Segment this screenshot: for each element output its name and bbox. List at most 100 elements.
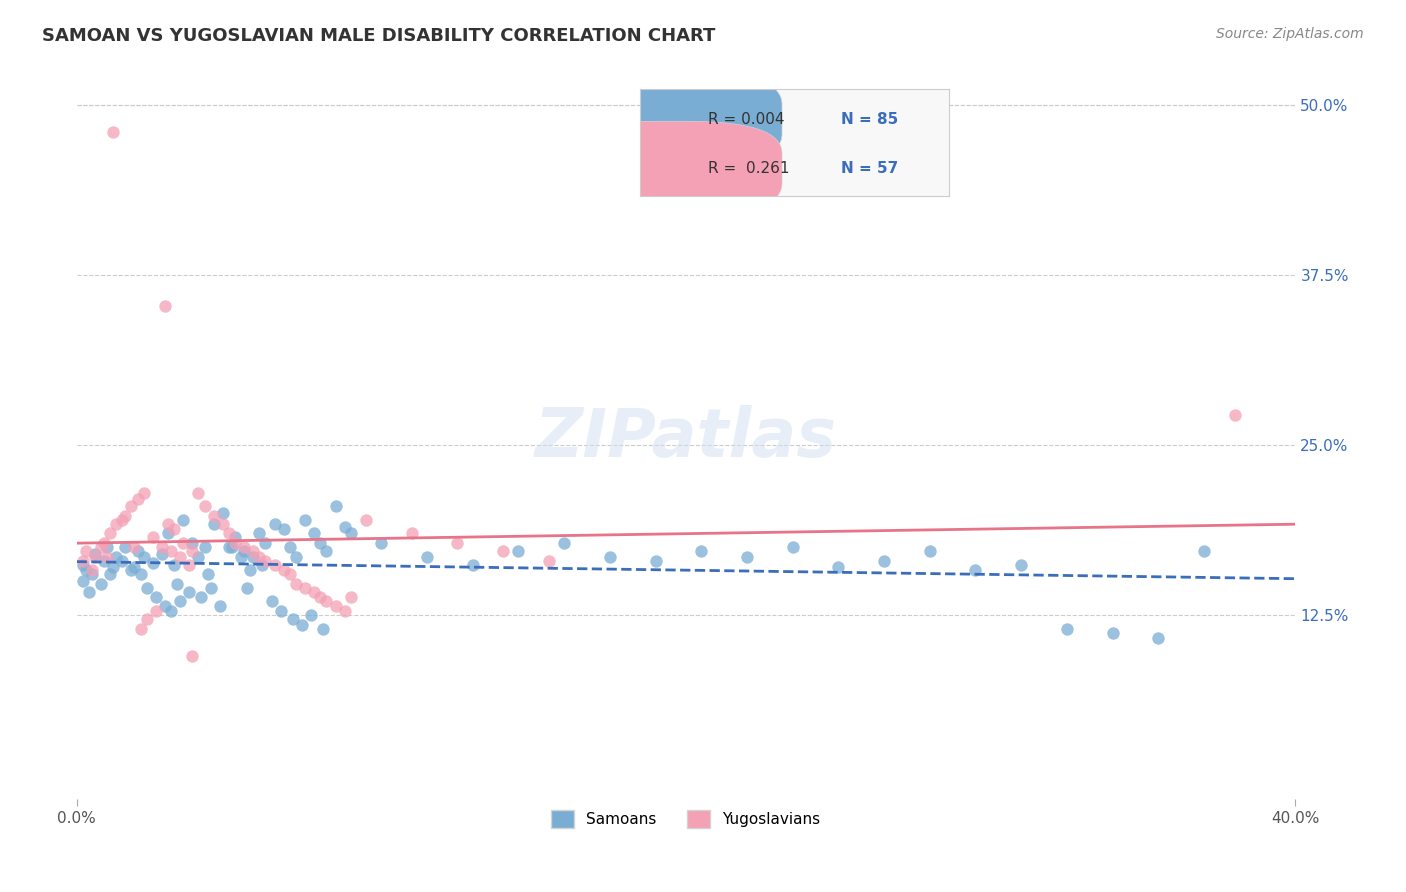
Point xyxy=(145,591,167,605)
Point xyxy=(446,536,468,550)
Point xyxy=(416,549,439,564)
Point xyxy=(153,599,176,613)
Point xyxy=(166,576,188,591)
Point xyxy=(304,526,326,541)
Point xyxy=(224,536,246,550)
Point xyxy=(72,558,94,572)
Point xyxy=(354,513,377,527)
Point xyxy=(202,508,225,523)
Point xyxy=(242,544,264,558)
Point xyxy=(160,604,183,618)
Point xyxy=(105,516,128,531)
Point xyxy=(135,612,157,626)
Point xyxy=(508,544,530,558)
Point xyxy=(263,516,285,531)
Point xyxy=(370,536,392,550)
Point xyxy=(172,513,194,527)
Point xyxy=(187,485,209,500)
Point xyxy=(309,591,332,605)
Point xyxy=(101,125,124,139)
Point xyxy=(202,516,225,531)
Point xyxy=(98,567,121,582)
Point xyxy=(690,544,713,558)
Point xyxy=(461,558,484,572)
Point xyxy=(291,617,314,632)
Point xyxy=(211,506,233,520)
Point xyxy=(132,485,155,500)
Text: N = 57: N = 57 xyxy=(841,161,898,176)
Text: ZIPatlas: ZIPatlas xyxy=(536,405,837,471)
Point xyxy=(105,549,128,564)
Point xyxy=(93,536,115,550)
Point xyxy=(1147,631,1170,645)
Point xyxy=(90,576,112,591)
Point xyxy=(273,522,295,536)
Point xyxy=(187,549,209,564)
Point xyxy=(75,563,97,577)
Point xyxy=(247,549,270,564)
Point xyxy=(735,549,758,564)
Legend: Samoans, Yugoslavians: Samoans, Yugoslavians xyxy=(546,804,827,835)
Point xyxy=(96,549,118,564)
Point xyxy=(153,299,176,313)
Point xyxy=(304,585,326,599)
Point xyxy=(224,531,246,545)
Point xyxy=(325,499,347,513)
FancyBboxPatch shape xyxy=(560,121,782,216)
Point xyxy=(252,558,274,572)
Point xyxy=(218,526,240,541)
Point xyxy=(124,540,146,554)
Point xyxy=(537,554,560,568)
Point xyxy=(80,563,103,577)
Point xyxy=(111,513,134,527)
Point xyxy=(129,567,152,582)
Point xyxy=(236,581,259,595)
Point xyxy=(150,547,173,561)
Point xyxy=(193,499,215,513)
Point xyxy=(247,526,270,541)
Point xyxy=(156,526,179,541)
Point xyxy=(193,540,215,554)
Point xyxy=(127,492,149,507)
Point xyxy=(273,563,295,577)
Point xyxy=(120,563,142,577)
Point xyxy=(309,536,332,550)
Point xyxy=(340,526,363,541)
Point xyxy=(156,516,179,531)
Point xyxy=(169,549,191,564)
Point xyxy=(312,622,335,636)
Point xyxy=(599,549,621,564)
Point xyxy=(233,544,256,558)
Point xyxy=(873,554,896,568)
Point xyxy=(254,554,277,568)
Point xyxy=(221,540,243,554)
Point xyxy=(93,554,115,568)
Text: SAMOAN VS YUGOSLAVIAN MALE DISABILITY CORRELATION CHART: SAMOAN VS YUGOSLAVIAN MALE DISABILITY CO… xyxy=(42,27,716,45)
Point xyxy=(190,591,212,605)
Point xyxy=(124,560,146,574)
Point xyxy=(278,540,301,554)
Point xyxy=(263,558,285,572)
Point xyxy=(1101,625,1123,640)
Point xyxy=(229,549,252,564)
Point xyxy=(284,549,307,564)
Text: Source: ZipAtlas.com: Source: ZipAtlas.com xyxy=(1216,27,1364,41)
Point xyxy=(200,581,222,595)
Point xyxy=(181,536,204,550)
Point xyxy=(132,549,155,564)
Point xyxy=(160,544,183,558)
Point xyxy=(120,499,142,513)
FancyBboxPatch shape xyxy=(560,72,782,166)
Point xyxy=(782,540,804,554)
Point xyxy=(211,516,233,531)
Point xyxy=(218,540,240,554)
Point xyxy=(114,540,136,554)
Point xyxy=(72,574,94,588)
Point xyxy=(179,585,201,599)
Point xyxy=(142,531,165,545)
Point xyxy=(1056,622,1078,636)
Point xyxy=(260,594,283,608)
Point xyxy=(281,612,304,626)
Point xyxy=(197,567,219,582)
Point xyxy=(111,554,134,568)
